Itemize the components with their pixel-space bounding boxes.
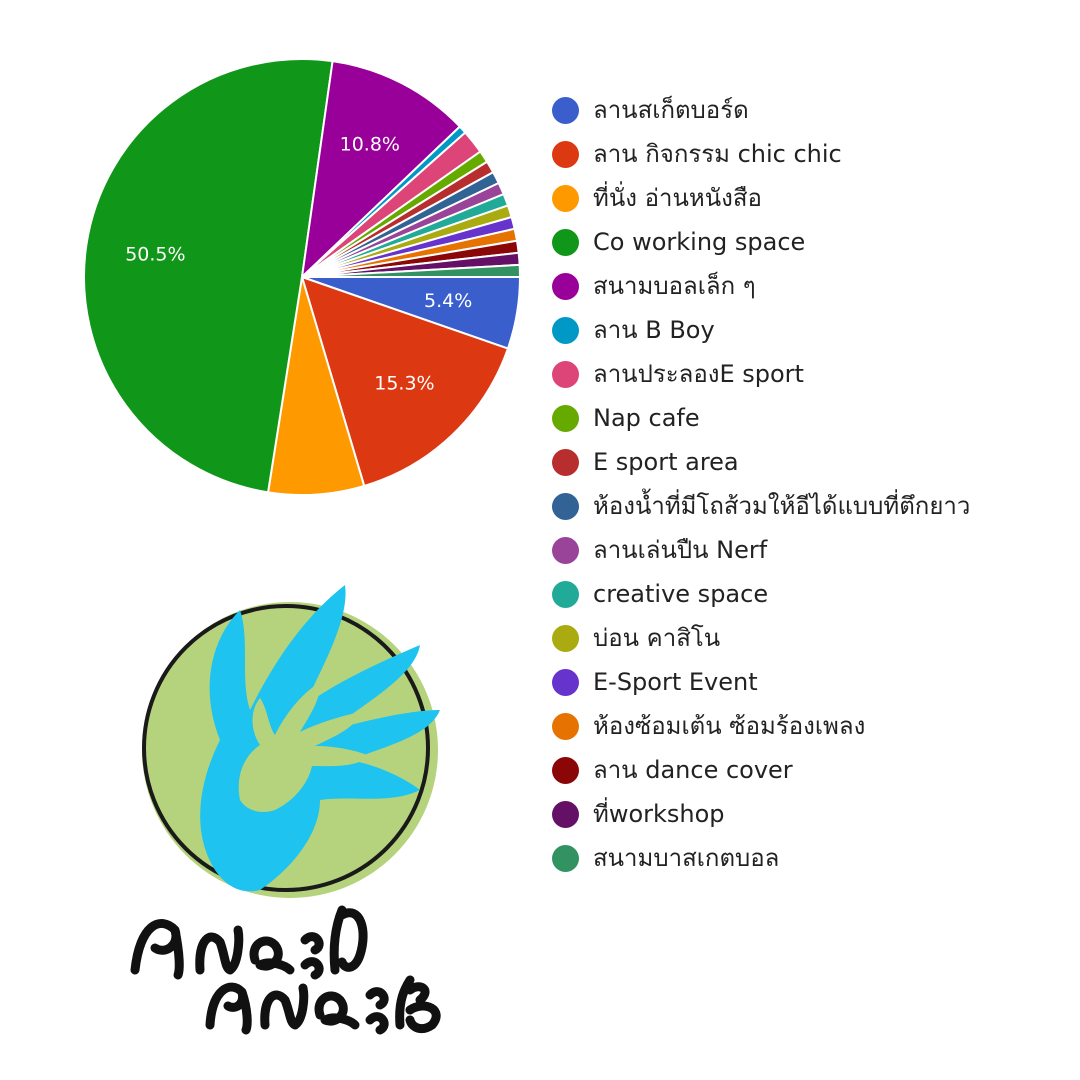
legend-item-9: ห้องน้ำที่มีโถส้วมให้อีได้แบบที่ตึกยาว [552,484,970,528]
legend-label: ที่นั่ง อ่านหนังสือ [593,184,762,212]
legend-item-15: ลาน dance cover [552,748,970,792]
legend-label: ห้องน้ำที่มีโถส้วมให้อีได้แบบที่ตึกยาว [593,492,971,520]
pie-slice-label-1: 15.3% [374,373,434,395]
legend-swatch [552,448,579,476]
legend-swatch [552,536,579,564]
legend-swatch [552,624,579,652]
logo-ring [142,604,430,892]
logo-image [130,585,441,1035]
legend-item-5: ลาน B Boy [552,308,970,352]
legend-item-6: ลานประลองE sport [552,352,970,396]
pie-slice-1 [300,275,510,488]
legend-swatch [552,712,579,740]
legend-label: สนามบอลเล็ก ๆ [593,272,756,300]
legend-item-11: creative space [552,572,970,616]
pie-slice-17 [301,263,522,278]
legend-swatch [552,756,579,784]
legend-label: ลานประลองE sport [593,360,804,388]
legend-swatch [552,96,579,124]
legend-swatch [552,228,579,256]
legend-swatch [552,800,579,828]
legend-item-8: E sport area [552,440,970,484]
pie-slice-3 [83,58,334,494]
pie-svg: 5.4% 15.3% 50.5% 10.8% [83,58,522,496]
logo-small-hand [238,682,370,812]
legend-swatch [552,668,579,696]
pie-slice-label-0: 5.4% [424,290,472,312]
pie-slice-label-4: 10.8% [340,134,400,156]
legend-swatch [552,844,579,872]
legend-item-3: Co working space [552,220,970,264]
legend-item-16: ที่workshop [552,792,970,836]
legend-item-14: ห้องซ้อมเต้น ซ้อมร้องเพลง [552,704,970,748]
legend-label: E sport area [593,448,739,476]
legend-label: creative space [593,580,769,608]
legend-item-13: E-Sport Event [552,660,970,704]
legend-label: ลาน dance cover [593,756,793,784]
legend-swatch [552,404,579,432]
legend-swatch [552,580,579,608]
legend-label: ลาน กิจกรรม chic chic [593,140,842,168]
legend-swatch [552,184,579,212]
legend-item-17: สนามบาสเกตบอล [552,836,970,880]
legend-label: Co working space [593,228,806,256]
legend-label: Nap cafe [593,404,700,432]
legend-label: สนามบาสเกตบอล [593,844,780,872]
legend-label: ลานเล่นปืน Nerf [593,536,768,564]
legend-item-10: ลานเล่นปืน Nerf [552,528,970,572]
legend-label: ลาน B Boy [593,316,715,344]
legend-label: ที่workshop [593,800,725,828]
legend-item-7: Nap cafe [552,396,970,440]
legend-swatch [552,316,579,344]
legend-swatch [552,140,579,168]
legend-item-4: สนามบอลเล็ก ๆ [552,264,970,308]
legend-item-0: ลานสเก็ตบอร์ด [552,88,970,132]
legend-label: บ่อน คาสิโน [593,624,721,652]
legend-item-2: ที่นั่ง อ่านหนังสือ [552,176,970,220]
chart-legend: ลานสเก็ตบอร์ดลาน กิจกรรม chic chic ที่นั่… [552,88,970,880]
pie-slice-4 [300,60,462,280]
legend-item-12: บ่อน คาสิโน [552,616,970,660]
legend-swatch [552,492,579,520]
legend-label: ห้องซ้อมเต้น ซ้อมร้องเพลง [593,712,866,740]
logo-handwriting [130,905,441,1035]
legend-label: E-Sport Event [593,668,758,696]
legend-swatch [552,272,579,300]
legend-item-1: ลาน กิจกรรม chic chic [552,132,970,176]
pie-chart: 5.4% 15.3% 50.5% 10.8% [0,0,540,540]
legend-swatch [552,360,579,388]
legend-label: ลานสเก็ตบอร์ด [593,96,749,124]
pie-slice-label-3: 50.5% [125,244,185,266]
